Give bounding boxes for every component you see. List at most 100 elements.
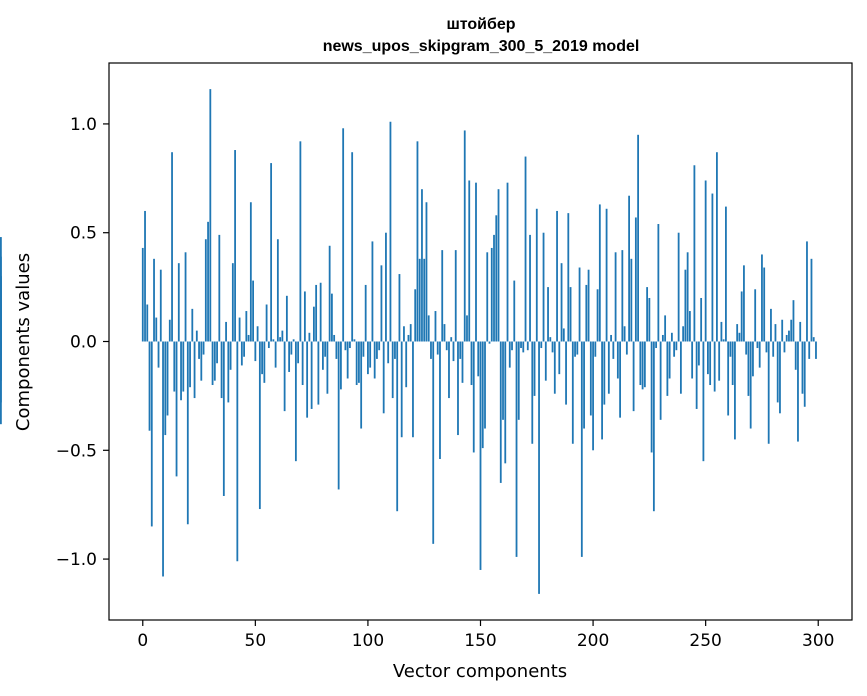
bar	[150, 341, 153, 527]
bar	[385, 232, 387, 342]
bar	[182, 341, 185, 392]
bar	[702, 341, 705, 462]
bar	[425, 202, 428, 342]
bar	[675, 341, 678, 351]
bar	[623, 326, 626, 342]
bar	[707, 341, 709, 375]
bar	[628, 195, 631, 342]
bar	[490, 247, 493, 342]
bar	[0, 341, 2, 370]
bar	[159, 269, 162, 342]
bar	[439, 341, 441, 459]
bar	[448, 341, 450, 399]
bar	[547, 287, 549, 342]
bar	[529, 234, 531, 342]
bar	[463, 130, 466, 342]
bar	[558, 341, 561, 375]
bar	[625, 341, 628, 355]
bar	[776, 341, 779, 403]
bar	[727, 341, 730, 416]
bar	[157, 341, 160, 368]
x-axis-ticks: 0 50 100 150 200 250 300	[137, 620, 834, 651]
bar	[661, 334, 664, 342]
bar	[175, 341, 178, 477]
bar	[198, 341, 200, 359]
bar	[457, 341, 459, 436]
bar	[497, 189, 500, 342]
bar	[747, 341, 750, 396]
bar	[533, 341, 536, 396]
bar	[772, 341, 775, 357]
bar	[416, 141, 419, 342]
bar	[749, 341, 752, 429]
bar	[682, 326, 685, 342]
bar	[738, 332, 741, 342]
bar	[378, 341, 381, 351]
bar	[770, 308, 772, 342]
bar	[283, 341, 286, 412]
bar	[285, 295, 288, 342]
bar	[434, 311, 437, 342]
bar	[148, 341, 151, 431]
bar	[763, 267, 766, 342]
bar	[729, 341, 732, 357]
bar	[371, 241, 374, 342]
bar	[601, 341, 603, 440]
bar	[202, 341, 205, 355]
bar	[549, 337, 552, 342]
bar	[337, 341, 340, 490]
bar	[493, 234, 495, 342]
bar	[220, 341, 223, 399]
bar	[351, 152, 354, 342]
bar	[619, 341, 621, 418]
x-tick-label: 300	[802, 631, 834, 651]
bar	[540, 341, 543, 349]
bar	[394, 341, 396, 359]
bar	[443, 324, 446, 342]
bar	[303, 291, 306, 342]
bar	[396, 341, 399, 512]
bar	[639, 341, 642, 386]
bar	[430, 341, 432, 359]
bar	[630, 258, 633, 342]
bar	[756, 341, 759, 349]
bar	[141, 247, 144, 342]
bar	[265, 304, 268, 342]
bar	[565, 341, 567, 405]
bar	[567, 213, 570, 342]
bar	[191, 308, 194, 342]
bar	[380, 265, 383, 342]
bar	[231, 263, 234, 342]
x-tick-label: 150	[464, 631, 496, 651]
bar	[328, 245, 331, 342]
bar	[398, 274, 401, 342]
bar	[261, 341, 264, 375]
bar	[524, 156, 527, 342]
bar	[722, 339, 725, 342]
bar	[367, 341, 369, 375]
bar	[335, 341, 338, 359]
bar	[767, 341, 770, 444]
bar	[542, 232, 545, 342]
bar	[144, 210, 146, 342]
bar	[389, 121, 392, 342]
bar	[553, 341, 556, 394]
bar	[668, 341, 671, 379]
bar	[596, 289, 599, 342]
bar	[267, 341, 270, 349]
bar	[445, 341, 448, 351]
bar	[522, 341, 525, 353]
bar	[648, 297, 651, 342]
bar	[700, 297, 703, 342]
bar	[276, 239, 279, 342]
bar	[281, 330, 284, 342]
bar	[409, 324, 412, 342]
bar	[166, 341, 169, 416]
bar	[697, 341, 700, 366]
bar	[574, 341, 576, 357]
bar	[173, 341, 176, 392]
bar	[0, 341, 2, 355]
bar	[709, 341, 712, 386]
bar	[317, 341, 320, 405]
bar	[288, 341, 291, 372]
